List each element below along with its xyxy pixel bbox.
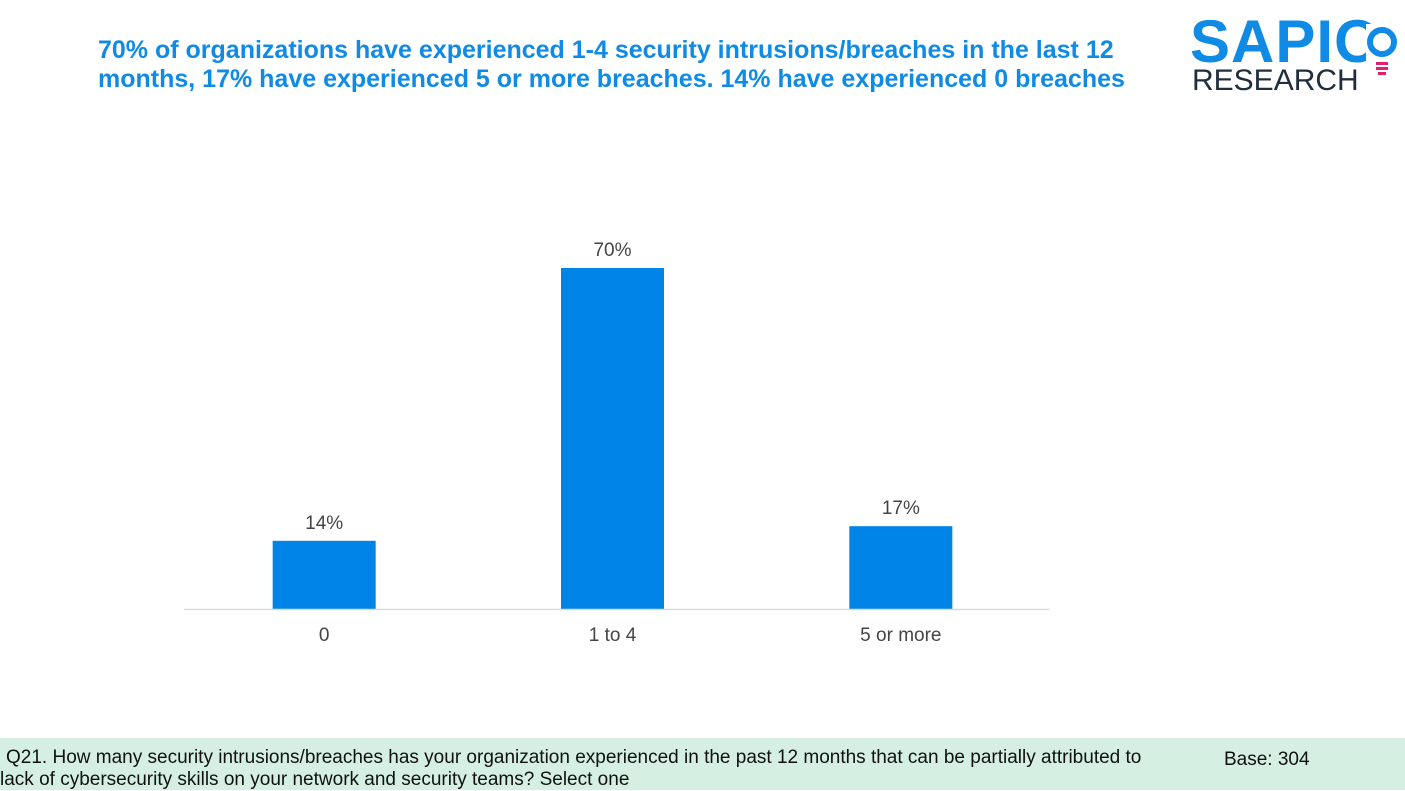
- bar-0: [272, 540, 376, 609]
- footer-note: Q21. How many security intrusions/breach…: [0, 738, 1405, 790]
- bar-1: [561, 268, 664, 609]
- data-label-0: 14%: [305, 513, 343, 534]
- x-tick-label-2: 5 or more: [860, 625, 941, 646]
- page-title: 70% of organizations have experienced 1-…: [98, 36, 1125, 93]
- logo-subtitle: RESEARCH: [1192, 64, 1359, 97]
- survey-question: Q21. How many security intrusions/breach…: [0, 747, 1142, 790]
- x-tick-label-1: 1 to 4: [589, 625, 637, 646]
- bar-chart: 14% 0 70% 1 to 4 17% 5 or more: [184, 240, 1049, 646]
- data-label-1: 70%: [593, 240, 631, 261]
- sapio-research-logo: SAPIO RESEARCH: [1190, 10, 1405, 100]
- data-label-2: 17%: [882, 498, 920, 519]
- lightbulb-icon: [1366, 24, 1398, 75]
- bar-2: [849, 526, 953, 609]
- sample-base: Base: 304: [1224, 749, 1310, 770]
- logo-wordmark: SAPIO: [1190, 8, 1382, 75]
- x-tick-label-0: 0: [319, 625, 330, 646]
